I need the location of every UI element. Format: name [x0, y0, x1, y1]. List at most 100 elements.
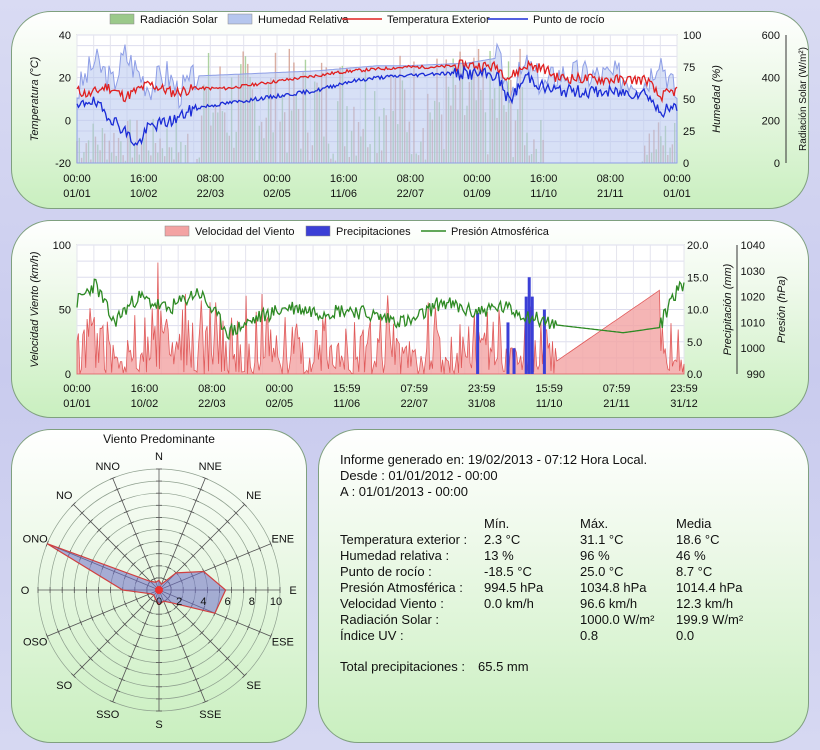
rose-direction-label: NNE	[199, 461, 222, 473]
y-left-tick: 0	[65, 369, 71, 381]
rose-tick	[114, 689, 121, 693]
rose-tick	[142, 554, 149, 558]
y-right-tick: 1020	[741, 292, 765, 304]
rose-tick	[188, 666, 195, 670]
rose-tick	[216, 647, 222, 653]
x-tick-date: 31/12	[670, 398, 698, 410]
rose-tick	[88, 656, 93, 661]
legend-label: Presión Atmosférica	[451, 226, 550, 238]
y-mid-tick: 20.0	[687, 240, 708, 252]
x-tick-time: 00:00	[63, 173, 91, 185]
precip-bar	[527, 277, 531, 374]
x-tick-date: 22/07	[400, 398, 428, 410]
stat-value: 25.0 °C	[580, 564, 624, 579]
rose-direction-label: ONO	[23, 534, 49, 546]
y-mid-tick: 0.0	[687, 369, 702, 381]
report-from: Desde : 01/01/2012 - 00:00	[340, 468, 498, 483]
rose-tick	[197, 487, 204, 491]
precip-bar	[542, 309, 546, 374]
rose-tick	[123, 510, 130, 514]
stat-value: 46 %	[676, 548, 706, 563]
rose-tick	[119, 499, 125, 503]
rose-tick	[179, 644, 186, 648]
stat-label: Velocidad Viento :	[340, 596, 444, 611]
stat-label: Humedad relativa :	[340, 548, 450, 563]
stat-value: 199.9 W/m²	[676, 612, 744, 627]
rose-tick	[142, 622, 149, 626]
rose-tick	[199, 544, 205, 550]
rose-tick	[135, 596, 139, 603]
rose-tick	[235, 554, 239, 561]
rose-tick	[112, 605, 116, 612]
rose-tick	[139, 570, 145, 576]
y-mid-tick: 75	[683, 62, 695, 74]
rose-scale-label: 8	[249, 596, 255, 608]
header-avg: Media	[676, 516, 712, 531]
rose-scale-label: 4	[200, 596, 206, 608]
x-tick-date: 11/06	[333, 398, 360, 410]
rose-tick	[109, 700, 116, 704]
rose-tick	[197, 689, 204, 693]
rose-tick	[224, 559, 228, 566]
y-right-tick: 400	[762, 73, 780, 85]
rose-tick	[90, 614, 94, 621]
y-left-tick: 0	[65, 115, 71, 127]
rose-tick	[165, 566, 172, 570]
header-min: Mín.	[484, 516, 510, 531]
stat-value: 994.5 hPa	[484, 580, 544, 595]
y-left-tick: 100	[53, 240, 71, 252]
rose-tick	[137, 543, 144, 547]
rose-tick	[258, 545, 262, 552]
rose-tick	[225, 656, 230, 661]
rose-tick	[113, 544, 119, 550]
rose-tick	[151, 577, 158, 581]
rose-tick	[199, 630, 205, 636]
rose-tick	[207, 638, 213, 644]
rose-tick	[269, 540, 273, 547]
rose-direction-label: SSE	[199, 709, 221, 721]
x-tick-date: 22/03	[197, 188, 225, 200]
y-mid-tick: 100	[683, 30, 701, 42]
rose-tick	[79, 664, 85, 670]
rose-direction-label: SE	[246, 680, 261, 692]
temperature-humidity-chart: 40200-2010075502506004002000Temperatura …	[29, 13, 809, 200]
y-mid-tick: 10.0	[687, 305, 708, 317]
y-right-tick: 200	[762, 115, 780, 127]
legend-label: Temperatura Exterior	[387, 14, 490, 26]
precip-bar	[476, 312, 480, 374]
y-left-label: Velocidad Viento (km/h)	[29, 251, 41, 368]
stat-label: Temperatura exterior :	[340, 532, 468, 547]
stat-value: 96.6 km/h	[580, 596, 638, 611]
rose-tick	[71, 673, 76, 678]
x-tick-date: 01/01	[663, 188, 691, 200]
x-tick-time: 00:00	[663, 173, 691, 185]
stat-value: 96 %	[580, 548, 610, 563]
x-tick-time: 08:00	[197, 173, 225, 185]
x-tick-time: 15:59	[535, 383, 563, 395]
x-tick-time: 07:59	[603, 383, 631, 395]
x-tick-date: 31/08	[468, 398, 496, 410]
rose-direction-label: SO	[56, 680, 72, 692]
rose-scale-label: 0	[156, 596, 162, 608]
stat-value: 18.6 °C	[676, 532, 720, 547]
rose-tick	[269, 633, 273, 640]
rose-tick	[96, 647, 102, 653]
rose-tick	[207, 536, 213, 542]
x-tick-time: 07:59	[400, 383, 428, 395]
x-tick-time: 00:00	[463, 173, 491, 185]
rose-tick	[128, 521, 135, 525]
report-generated: Informe generado en: 19/02/2013 - 07:12 …	[340, 452, 648, 467]
y-right-tick: 1000	[741, 343, 765, 355]
precip-bar	[506, 322, 510, 374]
y-mid-tick: 50	[683, 94, 695, 106]
x-tick-time: 08:00	[397, 173, 425, 185]
x-tick-time: 15:59	[333, 383, 361, 395]
rose-tick	[233, 510, 239, 516]
x-tick-time: 00:00	[263, 173, 291, 185]
y-right-tick: 0	[774, 158, 780, 170]
y-left-tick: 40	[59, 30, 71, 42]
rose-tick	[132, 644, 139, 648]
rose-tick	[130, 613, 136, 619]
legend-swatch	[164, 225, 190, 237]
rose-direction-label: S	[155, 719, 162, 731]
